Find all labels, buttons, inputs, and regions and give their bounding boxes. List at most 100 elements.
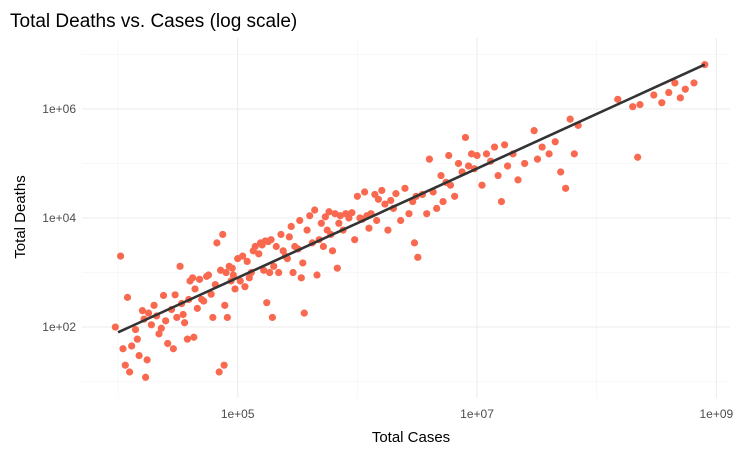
data-point [176, 262, 184, 270]
x-tick-label: 1e+09 [700, 407, 734, 421]
data-point [439, 197, 447, 206]
data-point [142, 373, 150, 381]
x-tick-label: 1e+07 [460, 407, 494, 421]
data-point [566, 115, 574, 123]
data-point [128, 342, 136, 350]
data-point [241, 283, 249, 291]
data-point [222, 268, 230, 277]
data-point [353, 192, 361, 200]
data-point [147, 321, 155, 329]
data-point [311, 206, 319, 214]
data-point [392, 190, 400, 198]
tick-labels: 1e+05 1e+07 1e+09 1e+02 1e+04 1e+06 [42, 102, 733, 421]
data-point [503, 162, 512, 170]
data-point [236, 277, 244, 285]
data-point [397, 216, 405, 225]
data-point [219, 230, 227, 239]
data-point [251, 242, 259, 251]
data-point [658, 99, 666, 107]
trend-line-group [117, 63, 706, 334]
data-point [217, 266, 225, 274]
data-point [328, 247, 337, 255]
data-point [157, 324, 165, 332]
data-point [277, 230, 285, 239]
data-point [365, 224, 373, 232]
data-point [387, 196, 395, 205]
data-point [325, 208, 333, 216]
data-point [321, 213, 329, 221]
data-point [634, 153, 642, 161]
data-point [514, 176, 522, 184]
data-point [401, 184, 409, 192]
data-point [319, 242, 327, 251]
data-point [119, 345, 127, 353]
data-point [268, 313, 276, 322]
y-axis-title: Total Deaths [12, 175, 29, 258]
data-point [336, 212, 344, 220]
y-tick-label: 1e+02 [42, 320, 76, 334]
data-point [296, 216, 304, 225]
data-point [351, 236, 359, 244]
data-point [179, 310, 187, 319]
data-point [614, 95, 622, 103]
data-point [228, 264, 236, 272]
data-point [171, 291, 179, 299]
data-point [275, 268, 283, 277]
data-point [221, 301, 229, 309]
data-point [297, 274, 305, 282]
data-point [530, 127, 538, 135]
data-point [538, 143, 546, 151]
data-point [650, 91, 658, 99]
data-point [570, 150, 578, 158]
data-point [229, 271, 237, 279]
data-point [303, 226, 311, 234]
data-point [155, 330, 163, 338]
data-point [213, 239, 221, 247]
data-point [335, 219, 343, 227]
data-point [223, 313, 231, 322]
data-point [381, 200, 389, 208]
data-point [116, 252, 125, 260]
data-point [121, 361, 129, 369]
data-point [473, 151, 481, 160]
data-point [266, 268, 274, 277]
data-point [126, 368, 134, 376]
trend-line [117, 63, 706, 334]
data-point [180, 319, 189, 327]
data-point [287, 222, 295, 231]
data-point [333, 264, 341, 272]
data-point [423, 210, 431, 218]
data-point [665, 88, 673, 97]
data-point [551, 138, 559, 146]
data-point [676, 94, 684, 102]
data-point [681, 85, 689, 93]
data-point [162, 317, 170, 325]
data-point [200, 297, 208, 305]
data-point [231, 285, 239, 293]
data-point [690, 79, 698, 87]
data-point [195, 275, 204, 283]
data-point [306, 212, 314, 220]
data-point [183, 335, 192, 343]
data-point [239, 252, 247, 260]
data-point [562, 184, 570, 192]
data-point [374, 195, 383, 203]
data-point [299, 259, 307, 267]
data-point [270, 262, 278, 270]
data-point [289, 268, 297, 277]
data-point [405, 210, 413, 218]
data-point [446, 181, 455, 189]
data-point [494, 171, 502, 180]
data-point [361, 188, 369, 196]
y-tick-label: 1e+04 [42, 211, 76, 225]
data-point [255, 250, 263, 258]
y-tick-label: 1e+06 [42, 102, 76, 116]
data-point [143, 356, 151, 364]
data-point [111, 323, 119, 331]
data-point [533, 155, 542, 163]
data-point [414, 253, 422, 261]
data-point [138, 307, 147, 315]
data-point [207, 290, 215, 298]
data-point [437, 171, 445, 180]
data-points [111, 61, 709, 381]
